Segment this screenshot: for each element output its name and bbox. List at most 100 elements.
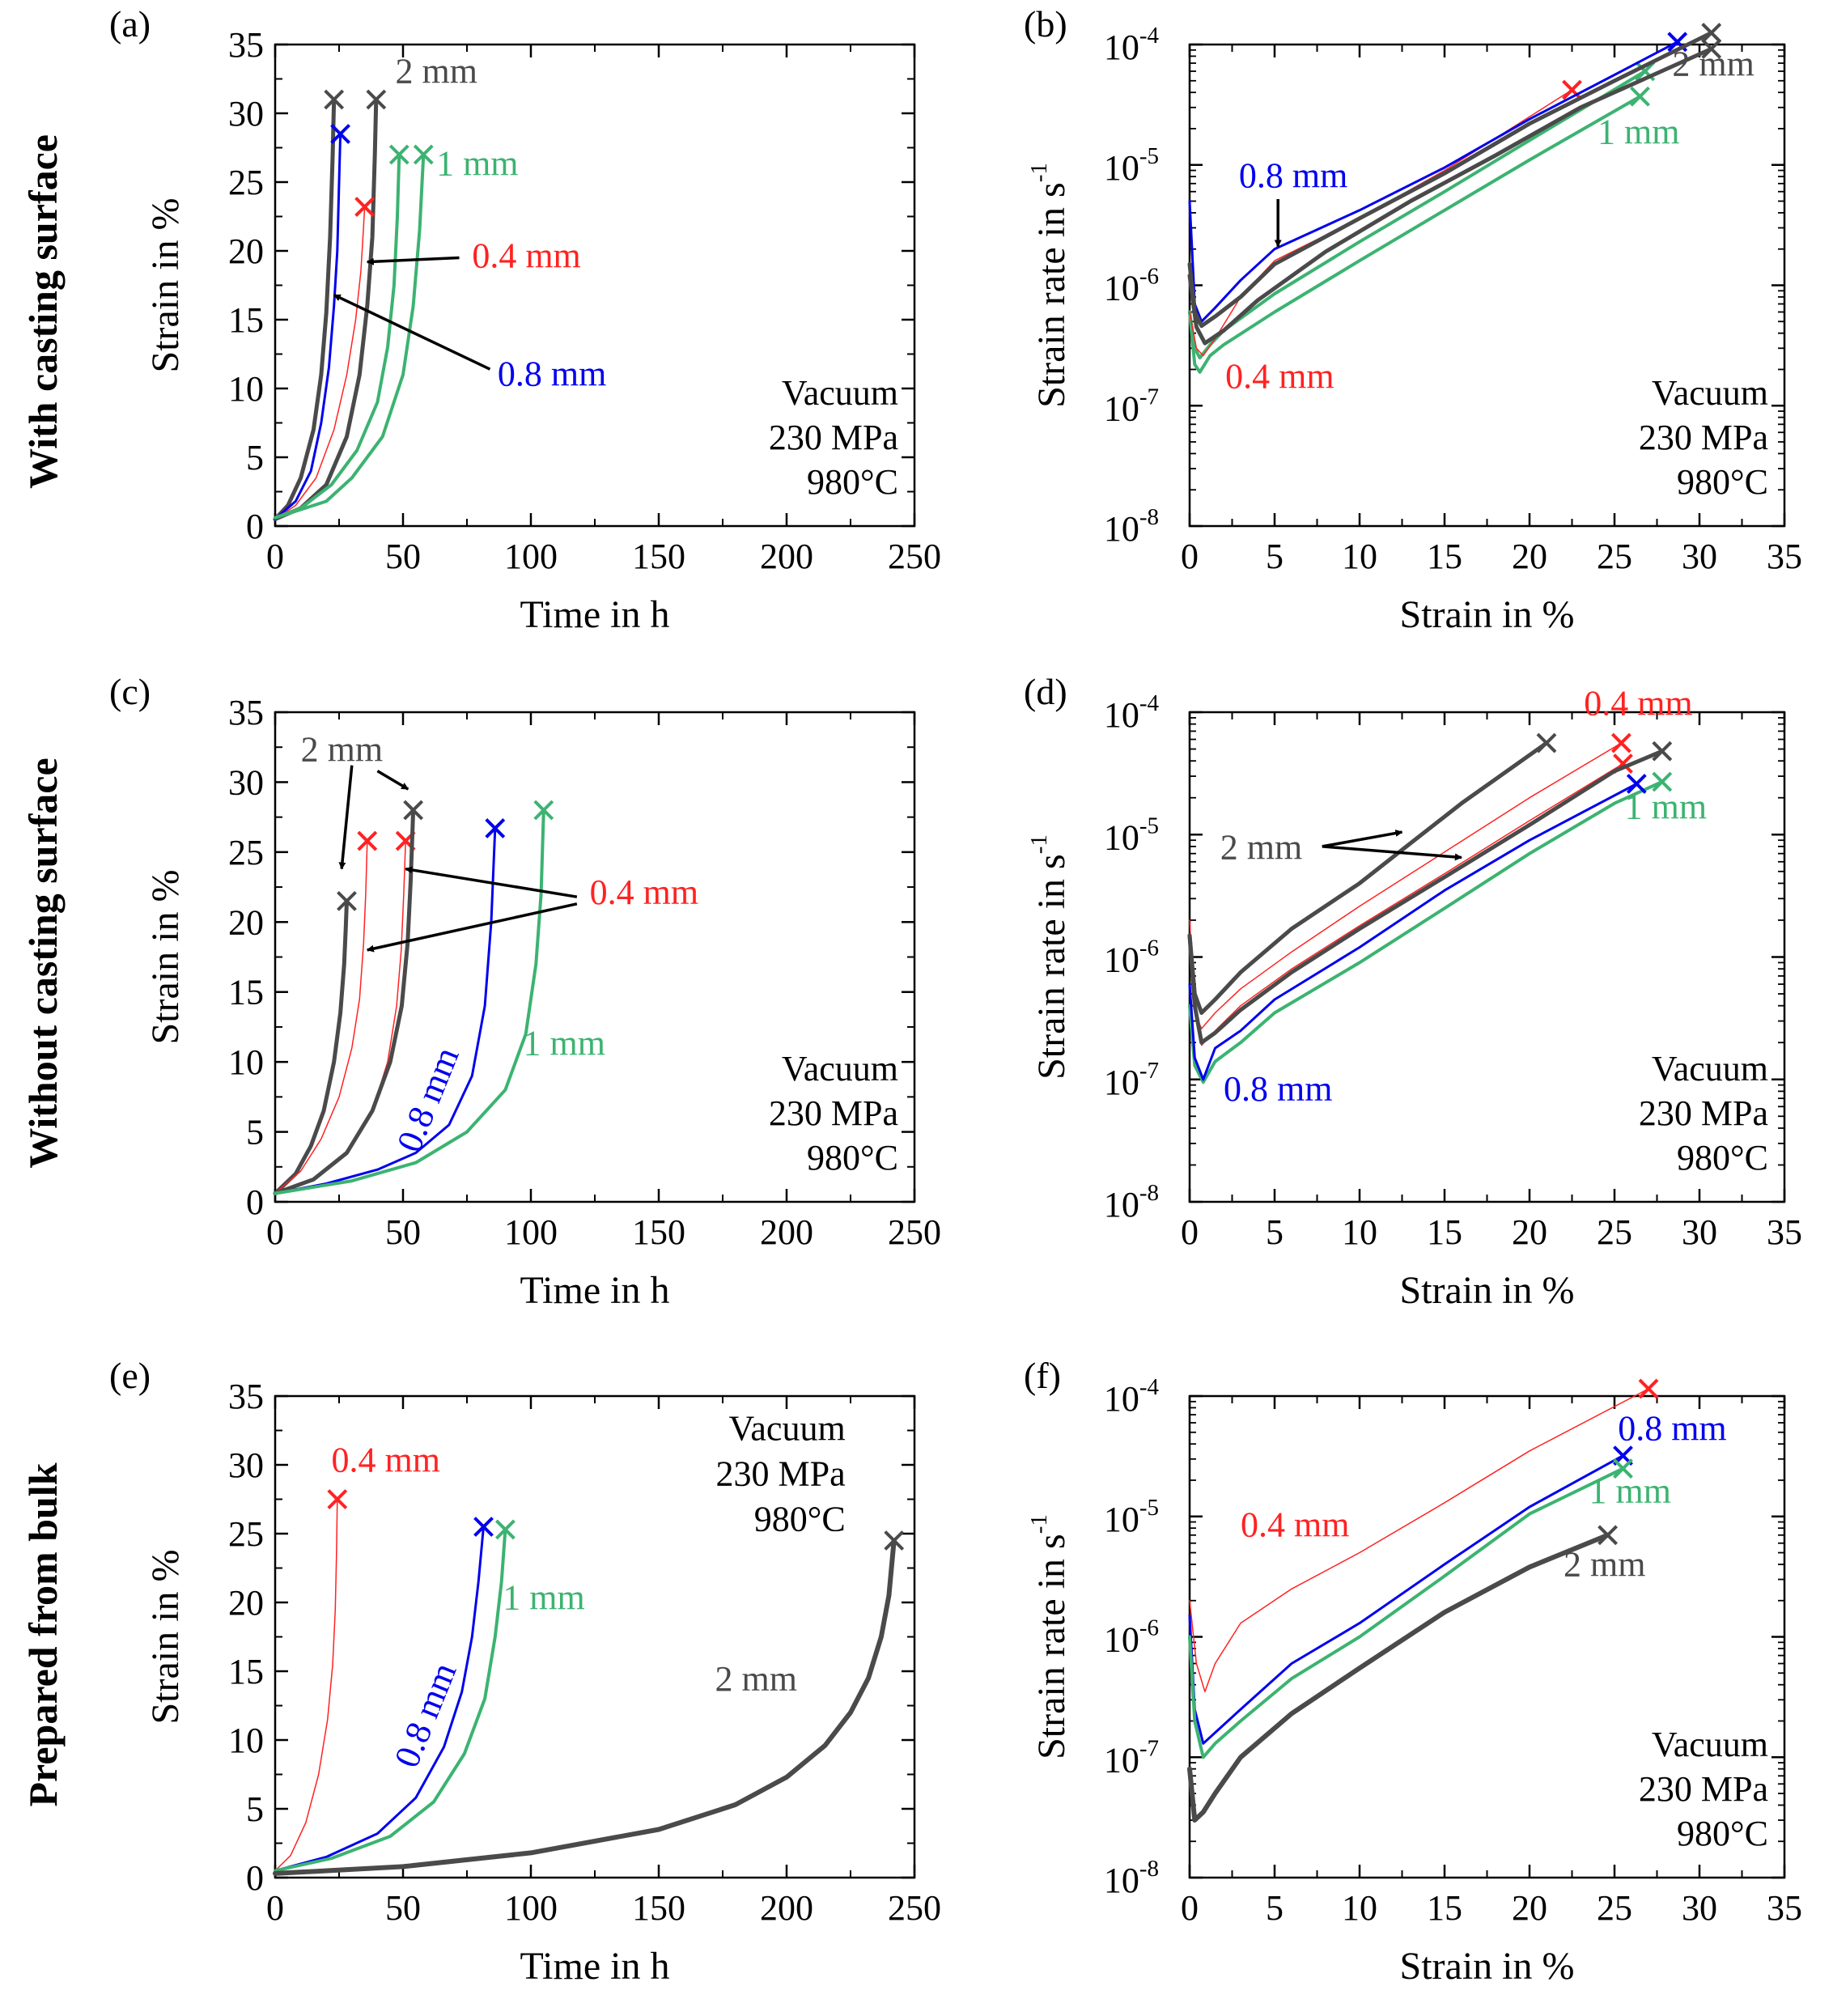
y-tick-label-base: 10	[1104, 388, 1139, 428]
x-tick-label: 0	[1181, 1888, 1199, 1928]
row-labels: With casting surface Without casting sur…	[20, 134, 66, 1806]
panel-label: (d)	[1024, 671, 1067, 712]
series-label: 1 mm	[503, 1578, 584, 1618]
x-tick-label: 15	[1427, 1888, 1462, 1928]
x-tick-label: 50	[385, 537, 421, 576]
y-axis-label: Strain rate in s-1	[1026, 1514, 1073, 1759]
series-label: 0.4 mm	[1225, 357, 1334, 397]
y-axis-label-group: Strain in %	[144, 198, 187, 373]
y-tick-label-exp: -6	[1139, 264, 1159, 290]
y-tick-label: 5	[246, 438, 264, 477]
x-tick-label: 25	[1597, 1212, 1632, 1252]
series-label: 2 mm	[301, 730, 383, 770]
y-tick-label-exp: -5	[1139, 1495, 1159, 1521]
series-label: 1 mm	[1598, 112, 1679, 152]
y-tick-label: 10	[228, 1042, 264, 1082]
y-tick-label: 10-5	[1104, 1495, 1159, 1539]
x-tick-label: 5	[1266, 537, 1284, 576]
fracture-marker	[357, 830, 378, 851]
y-axis-label-base: Strain rate in s	[1030, 1534, 1073, 1759]
y-tick-label-base: 10	[1104, 509, 1139, 549]
condition-label: Vacuum	[728, 1408, 845, 1448]
y-tick-label: 20	[228, 231, 264, 271]
series-label: 0.8 mm	[1239, 156, 1347, 196]
chart-panel-f: (f)0 5 10 15 20 25 30 3510-810-710-610-510-4Str…	[1024, 1355, 1802, 1988]
x-tick-label: 0	[1181, 537, 1199, 576]
y-tick-label-exp: -7	[1139, 384, 1159, 410]
fracture-marker-stroke	[494, 1519, 516, 1540]
fracture-marker	[533, 800, 554, 821]
y-tick-label: 10-4	[1104, 690, 1160, 735]
fracture-marker	[1536, 732, 1557, 753]
x-axis-label: Time in h	[520, 1269, 670, 1312]
series-line-1mm-1	[1188, 70, 1647, 360]
series-label: 1 mm	[436, 144, 518, 184]
y-tick-label-exp: -6	[1139, 936, 1159, 961]
fracture-marker-stroke	[413, 144, 434, 165]
series-line-2mm-0	[273, 97, 337, 521]
fracture-marker	[324, 89, 345, 110]
annotation-arrow	[338, 765, 354, 870]
y-tick-label: 30	[228, 762, 264, 802]
y-axis-label: Strain in %	[144, 870, 187, 1045]
x-tick-label: 0	[1181, 1212, 1199, 1252]
y-tick-label: 30	[228, 1445, 264, 1485]
series-line-0.8mm-1	[1188, 783, 1638, 1081]
y-tick-label: 0	[246, 1182, 264, 1222]
series-label: 2 mm	[1564, 1544, 1645, 1584]
series-line-2mm-5	[1187, 46, 1714, 346]
condition-label: 230 MPa	[1639, 1093, 1768, 1133]
annotation-arrow	[405, 866, 578, 898]
y-tick-label: 10-8	[1104, 1180, 1159, 1224]
x-tick-label: 250	[888, 537, 941, 576]
y-tick-label: 15	[228, 300, 264, 340]
fracture-marker	[403, 800, 424, 821]
row-label-prepared-from-bulk: Prepared from bulk	[20, 1462, 66, 1806]
y-tick-label: 10-7	[1104, 1735, 1159, 1780]
x-tick-label: 100	[504, 1888, 558, 1928]
x-tick-label: 0	[266, 1888, 284, 1928]
y-axis-label: Strain in %	[144, 198, 187, 373]
x-tick-label: 50	[385, 1212, 421, 1252]
condition-label: 980°C	[1677, 1138, 1768, 1178]
y-axis-label-group: Strain rate in s-1	[1026, 834, 1073, 1080]
fracture-marker	[1638, 1378, 1659, 1399]
series-line-1mm-5	[274, 809, 545, 1195]
x-tick-label: 10	[1342, 1888, 1377, 1928]
fracture-marker-stroke	[1638, 1378, 1659, 1399]
annotation-arrow	[366, 256, 460, 265]
x-axis-label: Time in h	[520, 593, 670, 636]
y-axis-label: Strain rate in s-1	[1026, 163, 1073, 408]
y-tick-label: 10-8	[1104, 504, 1159, 549]
x-tick-label: 10	[1342, 537, 1377, 576]
fracture-marker-stroke	[533, 800, 554, 821]
series-line-0.8mm-4	[274, 827, 497, 1195]
fracture-marker-stroke	[357, 830, 378, 851]
fracture-marker	[413, 144, 434, 165]
fracture-marker	[485, 818, 506, 838]
x-axis-label: Strain in %	[1400, 593, 1575, 636]
fracture-marker-stroke	[1701, 23, 1722, 43]
fracture-marker	[1652, 771, 1673, 792]
chart-panel-a: (a) 0 50 100 150 200 250 0 5 10 15 20 25 30 35 Time in …	[109, 3, 941, 636]
y-tick-label: 15	[228, 973, 264, 1012]
series-line-1mm-0	[1188, 95, 1642, 374]
series-label: 2 mm	[715, 1659, 797, 1699]
x-tick-label: 250	[888, 1888, 941, 1928]
series-line-0.8mm-1	[274, 1526, 485, 1872]
y-tick-label: 10-5	[1104, 813, 1159, 857]
y-axis-label-group: Strain in %	[144, 870, 187, 1045]
series-label: 0.4 mm	[590, 872, 698, 912]
x-tick-label: 200	[760, 537, 813, 576]
y-tick-label-exp: -5	[1139, 813, 1159, 838]
x-tick-label: 30	[1682, 1212, 1717, 1252]
condition-label: 230 MPa	[1639, 1769, 1768, 1809]
x-tick-label: 20	[1512, 1888, 1547, 1928]
fracture-marker-stroke	[1667, 32, 1688, 53]
y-tick-label-exp: -8	[1139, 1856, 1159, 1882]
panel-label: (a)	[109, 3, 151, 45]
fracture-marker-stroke	[1562, 79, 1582, 100]
series-line-0.4mm-3	[1189, 742, 1623, 1029]
chart-panel-e: (e) 0 50 100 150 200 250 0 5 10 15 20 25 30 35 Time in …	[109, 1355, 941, 1988]
